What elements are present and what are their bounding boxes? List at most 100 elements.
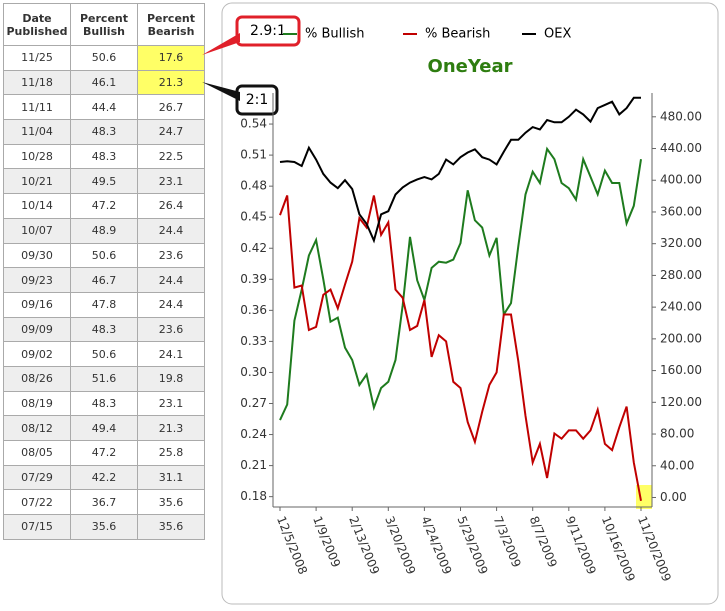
table-cell: 21.3 (137, 415, 205, 441)
y-tick-label: 0.51 (240, 148, 267, 162)
y2-tick-label: 160.00 (660, 363, 702, 377)
table-cell: 26.7 (137, 94, 205, 121)
table-cell: 44.4 (70, 94, 138, 121)
y-tick-label: 0.27 (240, 396, 267, 410)
column-header: Percent Bullish (70, 3, 138, 46)
table-cell: 07/15 (3, 514, 71, 540)
y-tick-label: 0.54 (240, 117, 267, 131)
arrow (202, 82, 240, 101)
x-tick-label: 7/3/2009 (491, 514, 524, 569)
table-row: 09/30 50.6 23.6 (3, 242, 205, 269)
y-tick-label: 0.30 (240, 365, 267, 379)
table-cell: 11/11 (3, 94, 71, 121)
y2-tick-label: 320.00 (660, 236, 702, 250)
x-tick-label: 5/29/2009 (454, 514, 490, 576)
y2-tick-label: 40.00 (660, 458, 694, 472)
table-cell: 10/21 (3, 168, 71, 195)
table-cell: 24.7 (137, 119, 205, 145)
y-tick-label: 0.39 (240, 272, 267, 286)
table-row: 09/02 50.6 24.1 (3, 341, 205, 367)
x-tick-label: 12/5/2008 (274, 514, 310, 576)
y2-tick-label: 280.00 (660, 268, 702, 282)
callout-box (235, 15, 301, 47)
table-cell: 23.6 (137, 316, 205, 343)
series-line (279, 195, 642, 501)
table-cell: 26.4 (137, 193, 205, 219)
table-row: 08/19 48.3 23.1 (3, 390, 205, 417)
table-cell: 31.1 (137, 464, 205, 491)
table-row: 11/04 48.3 24.7 (3, 119, 205, 145)
table-cell: 49.4 (70, 415, 138, 441)
x-tick-label: 10/16/2009 (599, 514, 638, 583)
table-cell: 11/18 (3, 69, 71, 96)
table-row: 10/21 49.5 23.1 (3, 168, 205, 195)
y2-tick-label: 0.00 (660, 490, 687, 504)
table-cell: 11/04 (3, 119, 71, 145)
legend-label: % Bearish (425, 27, 490, 42)
table-row: 10/07 48.9 24.4 (3, 217, 205, 244)
x-tick-label: 2/13/2009 (346, 514, 382, 576)
table-row: 08/12 49.4 21.3 (3, 415, 205, 441)
table-cell: 19.8 (137, 365, 205, 392)
callout: 2.9:1 2:1 (202, 15, 301, 116)
arrow (202, 33, 240, 55)
table-cell: 17.6 (137, 45, 205, 71)
legend-label: % Bullish (305, 27, 365, 42)
table-cell: 24.4 (137, 217, 205, 244)
x-tick-label: 9/11/2009 (563, 514, 599, 576)
y2-tick-label: 80.00 (660, 427, 694, 441)
table-row: 11/11 44.4 26.7 (3, 94, 205, 121)
y-tick-label: 0.18 (240, 489, 267, 503)
table-cell: 08/05 (3, 440, 71, 466)
table-cell: 47.2 (70, 440, 138, 466)
x-tick-label: 11/20/2009 (635, 514, 674, 583)
column-header: Date Published (3, 3, 71, 46)
table-cell: 48.3 (70, 119, 138, 145)
table-cell: 09/02 (3, 341, 71, 367)
table-row: 07/15 35.6 35.6 (3, 514, 205, 540)
table-cell: 09/09 (3, 316, 71, 343)
table-row: 09/09 48.3 23.6 (3, 316, 205, 343)
annotation: 2.9:1 (250, 23, 286, 39)
y2-tick-label: 120.00 (660, 395, 702, 409)
x-tick-label: 3/20/2009 (382, 514, 418, 576)
table-cell: 24.4 (137, 267, 205, 293)
table-cell: 23.1 (137, 390, 205, 417)
y-tick-label: 0.48 (240, 179, 267, 193)
y-tick-label: 0.24 (240, 427, 267, 441)
table-cell: 09/30 (3, 242, 71, 269)
table-cell: 49.5 (70, 168, 138, 195)
table-cell: 10/07 (3, 217, 71, 244)
table-row: 08/26 51.6 19.8 (3, 365, 205, 392)
table-cell: 47.8 (70, 291, 138, 318)
y-tick-label: 0.21 (240, 458, 267, 472)
y2-tick-label: 400.00 (660, 173, 702, 187)
table-cell: 07/22 (3, 489, 71, 516)
table-cell: 35.6 (137, 514, 205, 540)
table-cell: 08/19 (3, 390, 71, 417)
table-row: 07/22 36.7 35.6 (3, 489, 205, 516)
table-cell: 08/12 (3, 415, 71, 441)
table-cell: 23.6 (137, 242, 205, 269)
x-tick-label: 8/7/2009 (527, 514, 560, 569)
table-cell: 48.3 (70, 390, 138, 417)
table-cell: 35.6 (70, 514, 138, 540)
table-body: 11/25 50.6 17.6 11/18 46.1 21.3 11/11 44.4 26.7 1… (3, 45, 205, 540)
table-cell: 09/23 (3, 267, 71, 293)
y-tick-label: 0.36 (240, 303, 267, 317)
table-cell: 08/26 (3, 365, 71, 392)
y2-tick-label: 360.00 (660, 204, 702, 218)
table-row: 08/05 47.2 25.8 (3, 440, 205, 466)
table-cell: 47.2 (70, 193, 138, 219)
header-row: Date Published Percent Bullish Percent Bea… (3, 3, 205, 46)
x-tick-label: 4/24/2009 (418, 514, 454, 576)
table-cell: 42.2 (70, 464, 138, 491)
y-tick-label: 0.42 (240, 241, 267, 255)
table-cell: 23.1 (137, 168, 205, 195)
table-cell: 11/25 (3, 45, 71, 71)
table-cell: 48.9 (70, 217, 138, 244)
y2-tick-label: 480.00 (660, 109, 702, 123)
y2-tick-label: 440.00 (660, 141, 702, 155)
